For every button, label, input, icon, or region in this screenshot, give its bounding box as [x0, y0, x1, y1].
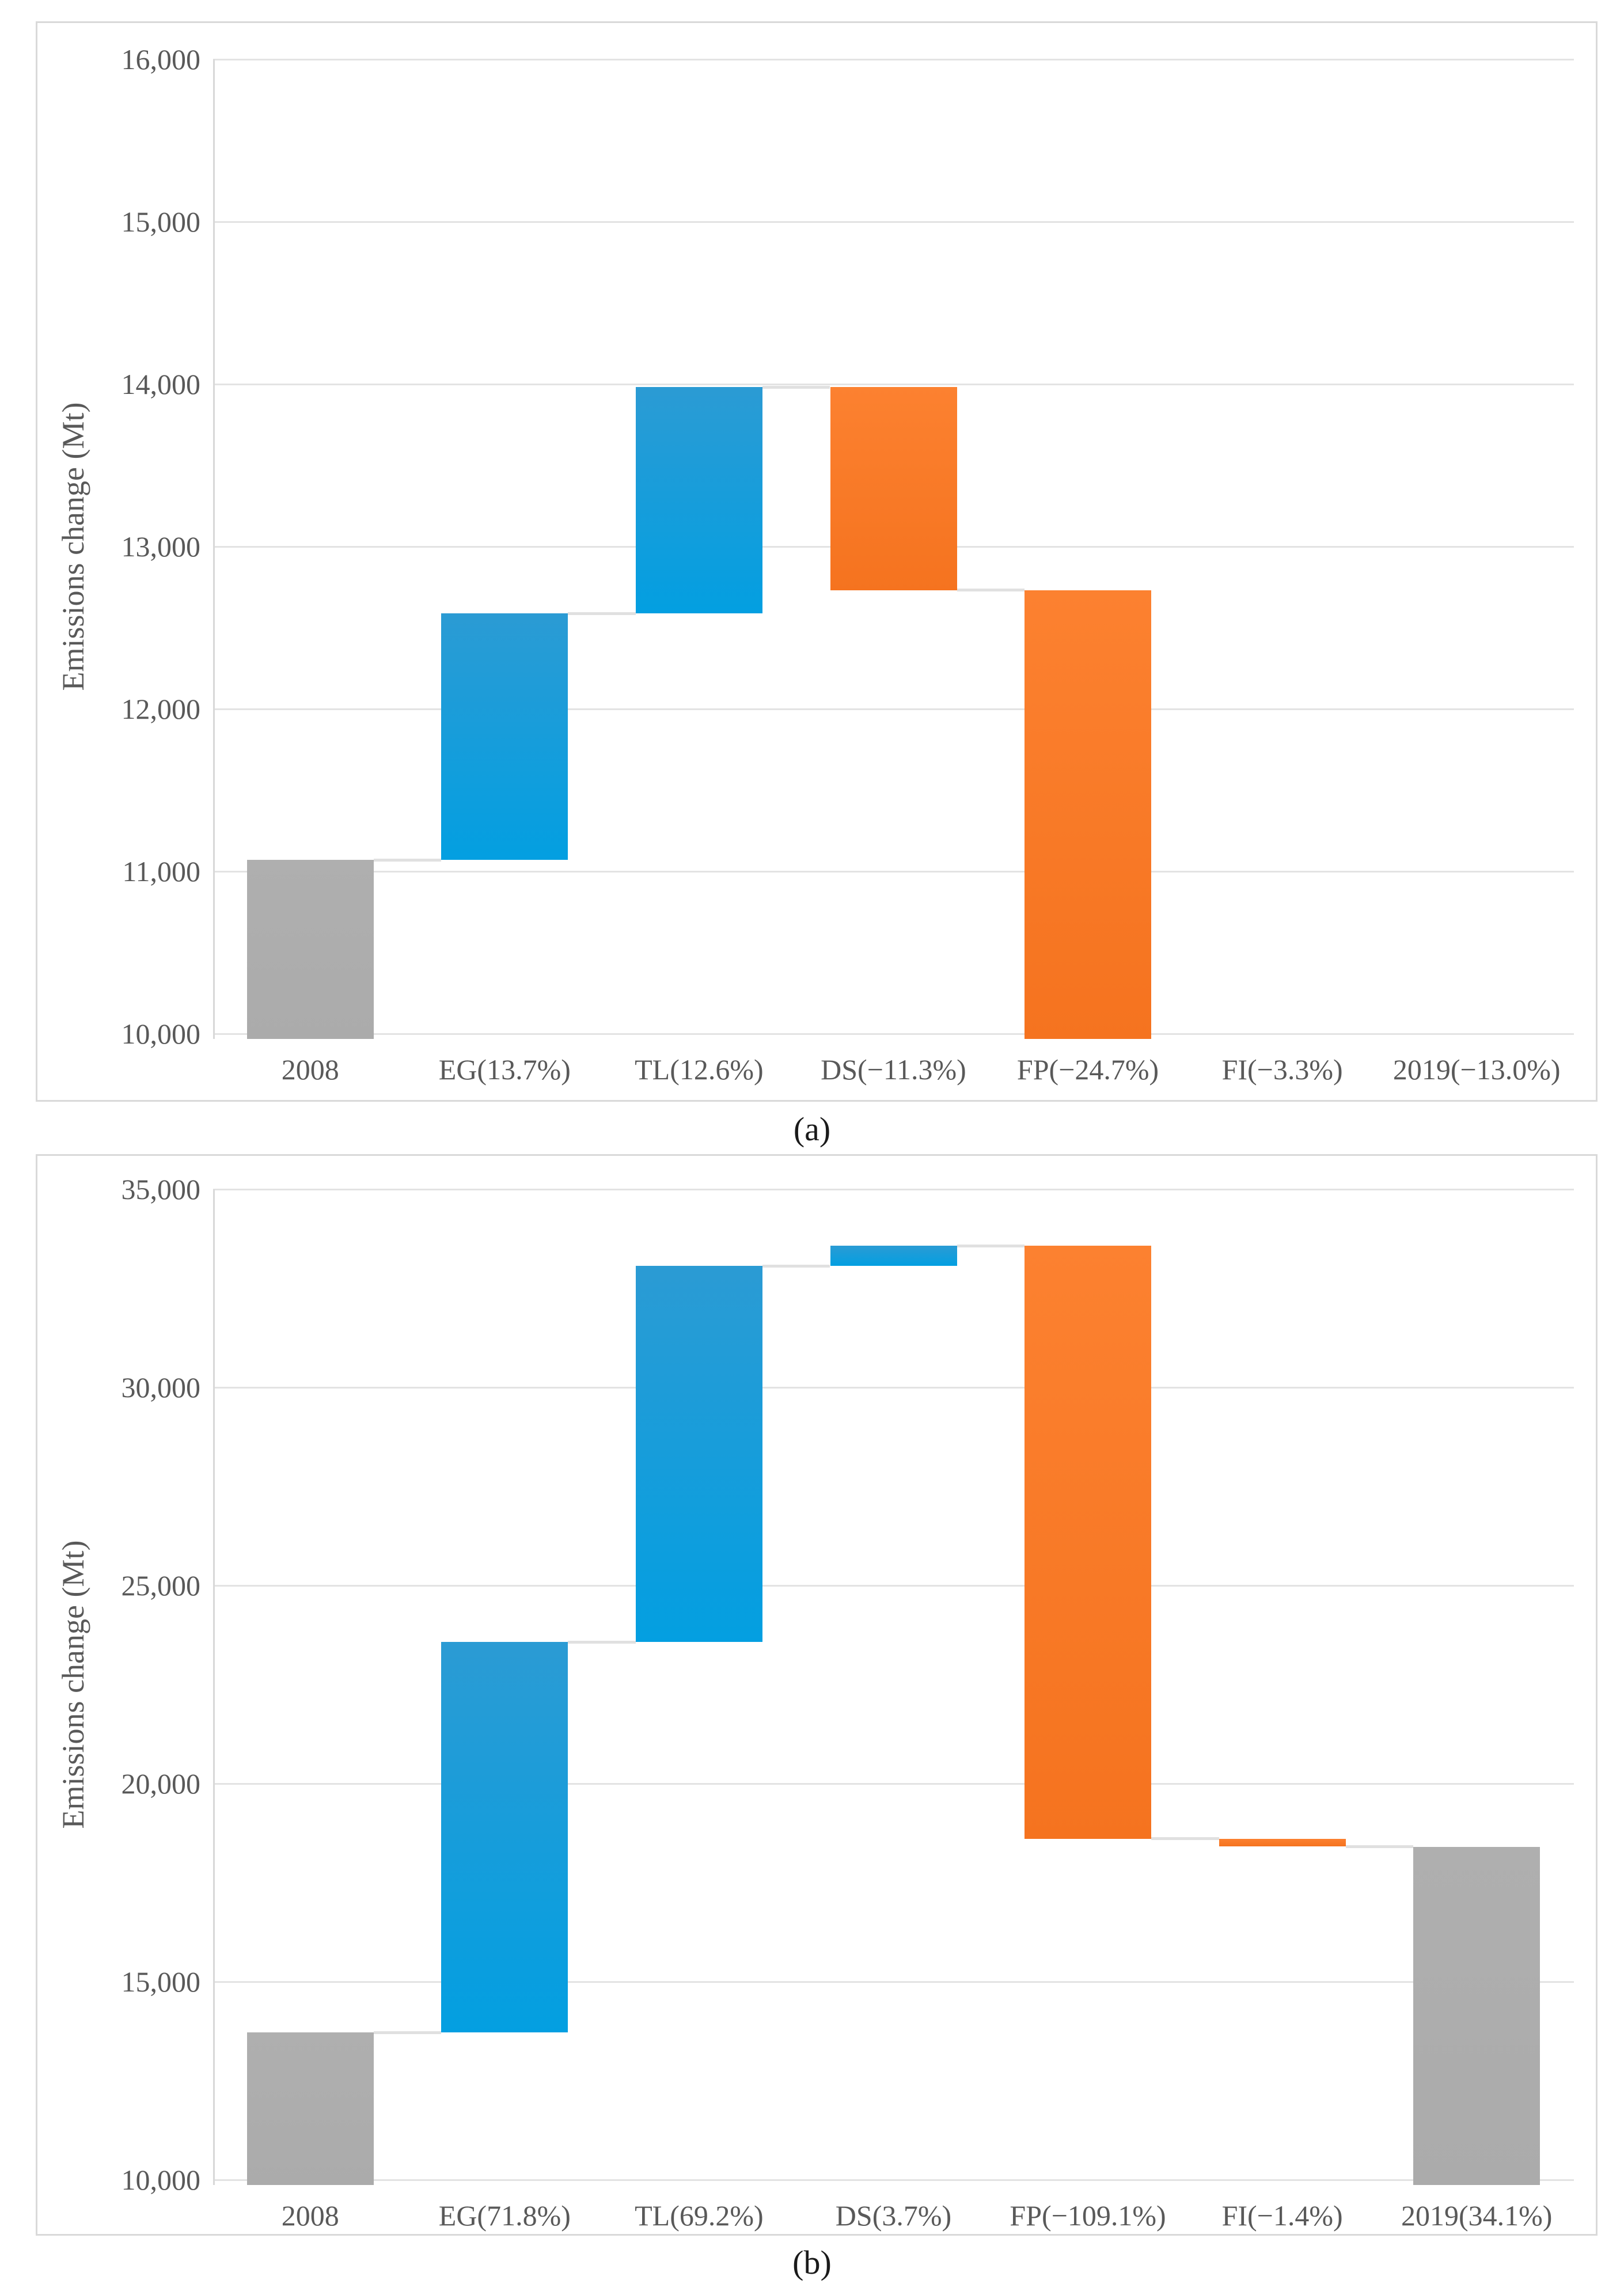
x-axis-category-label: DS(3.7%) [835, 2199, 952, 2232]
bar-FP(−24.7%) [1025, 590, 1152, 1039]
x-axis-category-label: 2019(34.1%) [1401, 2199, 1553, 2232]
y-axis-tick-label: 35,000 [121, 1173, 201, 1205]
bar-TL(12.6%) [635, 387, 762, 614]
x-axis-category-label: 2019(−13.0%) [1392, 1053, 1561, 1086]
connector-line [762, 1264, 830, 1268]
y-axis-tick-label: 15,000 [121, 206, 201, 238]
connector-line [1345, 1845, 1414, 1848]
bar-EG(13.7%) [441, 613, 568, 860]
y-axis-tick-label: 30,000 [121, 1371, 201, 1403]
y-axis-tick-label: 12,000 [121, 693, 201, 725]
bar-2019(34.1%) [1413, 1847, 1540, 2185]
bar-TL(69.2%) [635, 1266, 762, 1642]
y-axis-tick-label: 10,000 [121, 1018, 201, 1050]
gridline [213, 2179, 1574, 2181]
y-axis-tick-label: 15,000 [121, 1966, 201, 1998]
x-axis-category-label: FP(−24.7%) [1016, 1053, 1159, 1086]
y-axis-tick-label: 14,000 [121, 368, 201, 400]
gridline [213, 58, 1574, 60]
plot-area-b: 35,000 30,000 25,000 20,000 15,000 10,000 2008… [37, 1156, 1596, 2234]
connector-line [568, 1640, 636, 1644]
y-axis-line [213, 59, 215, 1039]
gridline [213, 1981, 1574, 1983]
connector-line [1151, 1837, 1219, 1841]
gridline [213, 221, 1574, 223]
connector-line [957, 1244, 1025, 1247]
y-axis-tick-label: 13,000 [121, 530, 201, 563]
connector-line [762, 385, 830, 389]
plot-area-a: 16,000 15,000 14,000 13,000 12,000 11,000 10,0… [37, 23, 1596, 1100]
y-axis-tick-label: 10,000 [121, 2164, 201, 2196]
y-axis-tick-label: 11,000 [122, 855, 200, 887]
bar-DS(−11.3%) [830, 387, 957, 590]
connector-line [957, 589, 1025, 592]
gridline [213, 708, 1574, 710]
gridline [213, 1782, 1574, 1785]
connector-line [373, 858, 442, 862]
bar-DS(3.7%) [830, 1246, 957, 1266]
x-axis-category-label: FI(−1.4%) [1221, 2199, 1343, 2232]
gridline [213, 1033, 1574, 1035]
gridline [213, 1584, 1574, 1587]
bar-EG(71.8%) [441, 1642, 568, 2033]
chart-panel-a: Emissions change (Mt) 16,000 15,000 14,000… [36, 21, 1598, 1102]
x-axis-category-label: FI(−3.3%) [1221, 1053, 1343, 1086]
x-axis-category-label: TL(12.6%) [635, 1053, 764, 1086]
bar-2008 [246, 2032, 374, 2185]
connector-line [373, 2031, 442, 2034]
x-axis-category-label: 2008 [281, 1053, 339, 1086]
x-axis-category-label: 2008 [281, 2199, 339, 2232]
bar-FI(−1.4%) [1219, 1838, 1346, 1847]
gridline [213, 870, 1574, 873]
chart-panel-b: Emissions change (Mt) 35,000 30,000 25,000… [36, 1154, 1598, 2236]
gridline [213, 1188, 1574, 1190]
bar-FP(−109.1%) [1025, 1246, 1152, 1839]
y-axis-tick-label: 20,000 [121, 1767, 201, 1800]
x-axis-category-label: DS(−11.3%) [821, 1053, 966, 1086]
bar-2008 [246, 860, 374, 1039]
x-axis-category-label: EG(13.7%) [438, 1053, 571, 1086]
caption-b: (b) [792, 2244, 832, 2281]
x-axis-category-label: FP(−109.1%) [1010, 2199, 1166, 2232]
connector-line [568, 612, 636, 615]
gridline [213, 1386, 1574, 1389]
caption-a: (a) [793, 1110, 831, 1148]
y-axis-line [213, 1189, 215, 2185]
x-axis-category-label: EG(71.8%) [438, 2199, 571, 2232]
x-axis-category-label: TL(69.2%) [635, 2199, 764, 2232]
y-axis-tick-label: 16,000 [121, 43, 201, 75]
gridline [213, 383, 1574, 385]
y-axis-tick-label: 25,000 [121, 1569, 201, 1602]
